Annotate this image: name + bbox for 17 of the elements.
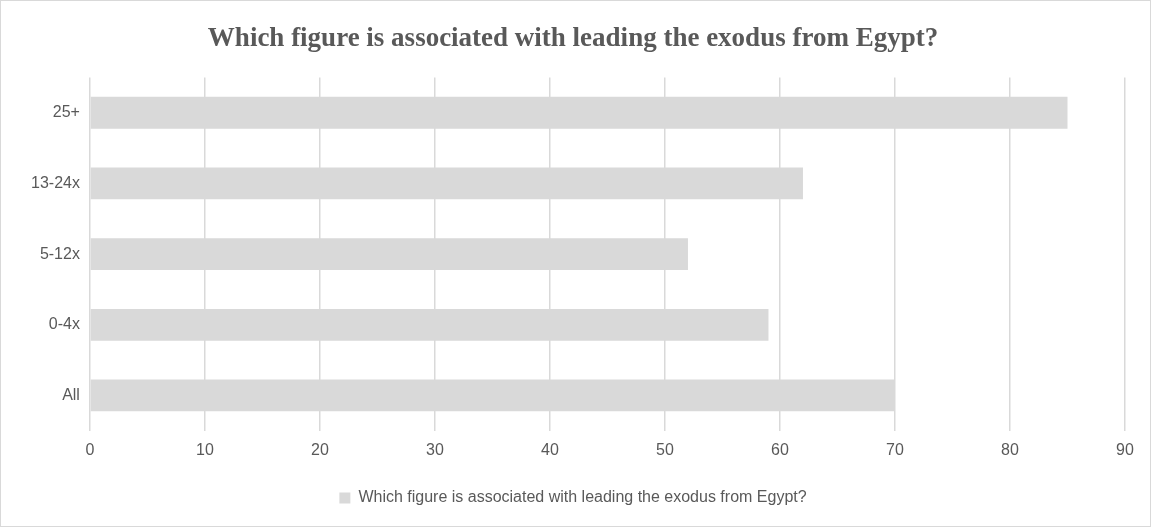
legend-label: Which figure is associated with leading the exodus from Egypt? bbox=[358, 488, 807, 506]
x-tick-label: 0 bbox=[85, 440, 95, 458]
x-tick-label: 30 bbox=[426, 440, 444, 458]
x-tick-label: 20 bbox=[311, 440, 329, 458]
y-tick-label: All bbox=[62, 385, 80, 403]
x-tick-label: 50 bbox=[656, 440, 674, 458]
x-tick-label: 80 bbox=[1001, 440, 1019, 458]
x-tick-label: 40 bbox=[541, 440, 559, 458]
x-tick-label: 90 bbox=[1116, 440, 1134, 458]
y-tick-label: 13-24x bbox=[31, 173, 80, 191]
x-tick-label: 70 bbox=[886, 440, 904, 458]
y-tick-label: 25+ bbox=[52, 103, 80, 121]
y-tick-label: 5-12x bbox=[39, 244, 80, 262]
y-tick-label: 0-4x bbox=[48, 315, 80, 333]
x-tick-label: 60 bbox=[771, 440, 789, 458]
chart-title: Which figure is associated with leading the exodus from Egypt? bbox=[207, 22, 939, 53]
x-tick-label: 10 bbox=[196, 440, 214, 458]
